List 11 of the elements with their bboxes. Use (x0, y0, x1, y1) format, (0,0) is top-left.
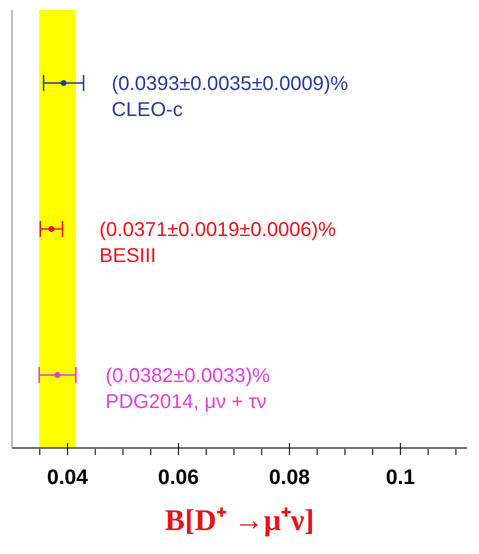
x-tick-label: 0.06 (158, 466, 199, 489)
data-label: (0.0371±0.0019±0.0006)% (99, 219, 336, 241)
text: BESIII (99, 245, 156, 267)
text: CLEO-c (112, 99, 183, 121)
text: PDG2014, μν + τν (106, 391, 267, 413)
x-tick-label: 0.04 (47, 466, 88, 489)
data-label: (0.0393±0.0035±0.0009)% (112, 73, 348, 95)
x-axis-title: B[D⁺ →μ⁺ν] (164, 504, 314, 537)
data-label: (0.0382±0.0033)% (106, 365, 270, 387)
x-tick-label: 0.08 (269, 466, 310, 489)
x-tick-label: 0.1 (386, 466, 416, 489)
